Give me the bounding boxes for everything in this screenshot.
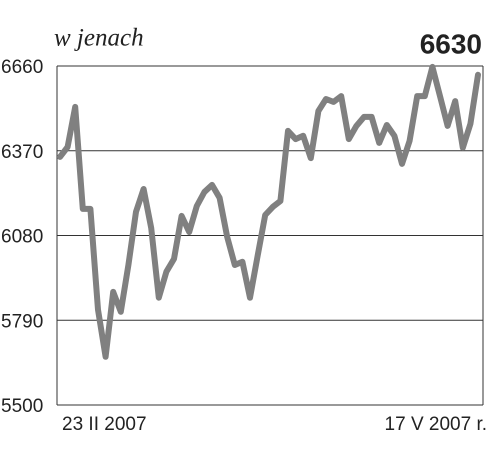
chart-subtitle: w jenach — [54, 25, 144, 52]
y-tick-label: 6370 — [1, 142, 43, 163]
y-tick-label: 5790 — [1, 311, 43, 332]
x-tick-label: 17 V 2007 r. — [385, 414, 487, 435]
y-tick-label: 5500 — [1, 396, 43, 417]
x-tick-label: 23 II 2007 — [62, 414, 147, 435]
line-series — [57, 63, 481, 360]
y-tick-label: 6660 — [1, 57, 43, 78]
y-tick-label: 6080 — [1, 227, 43, 248]
last-value-label: 6630 — [420, 28, 482, 59]
